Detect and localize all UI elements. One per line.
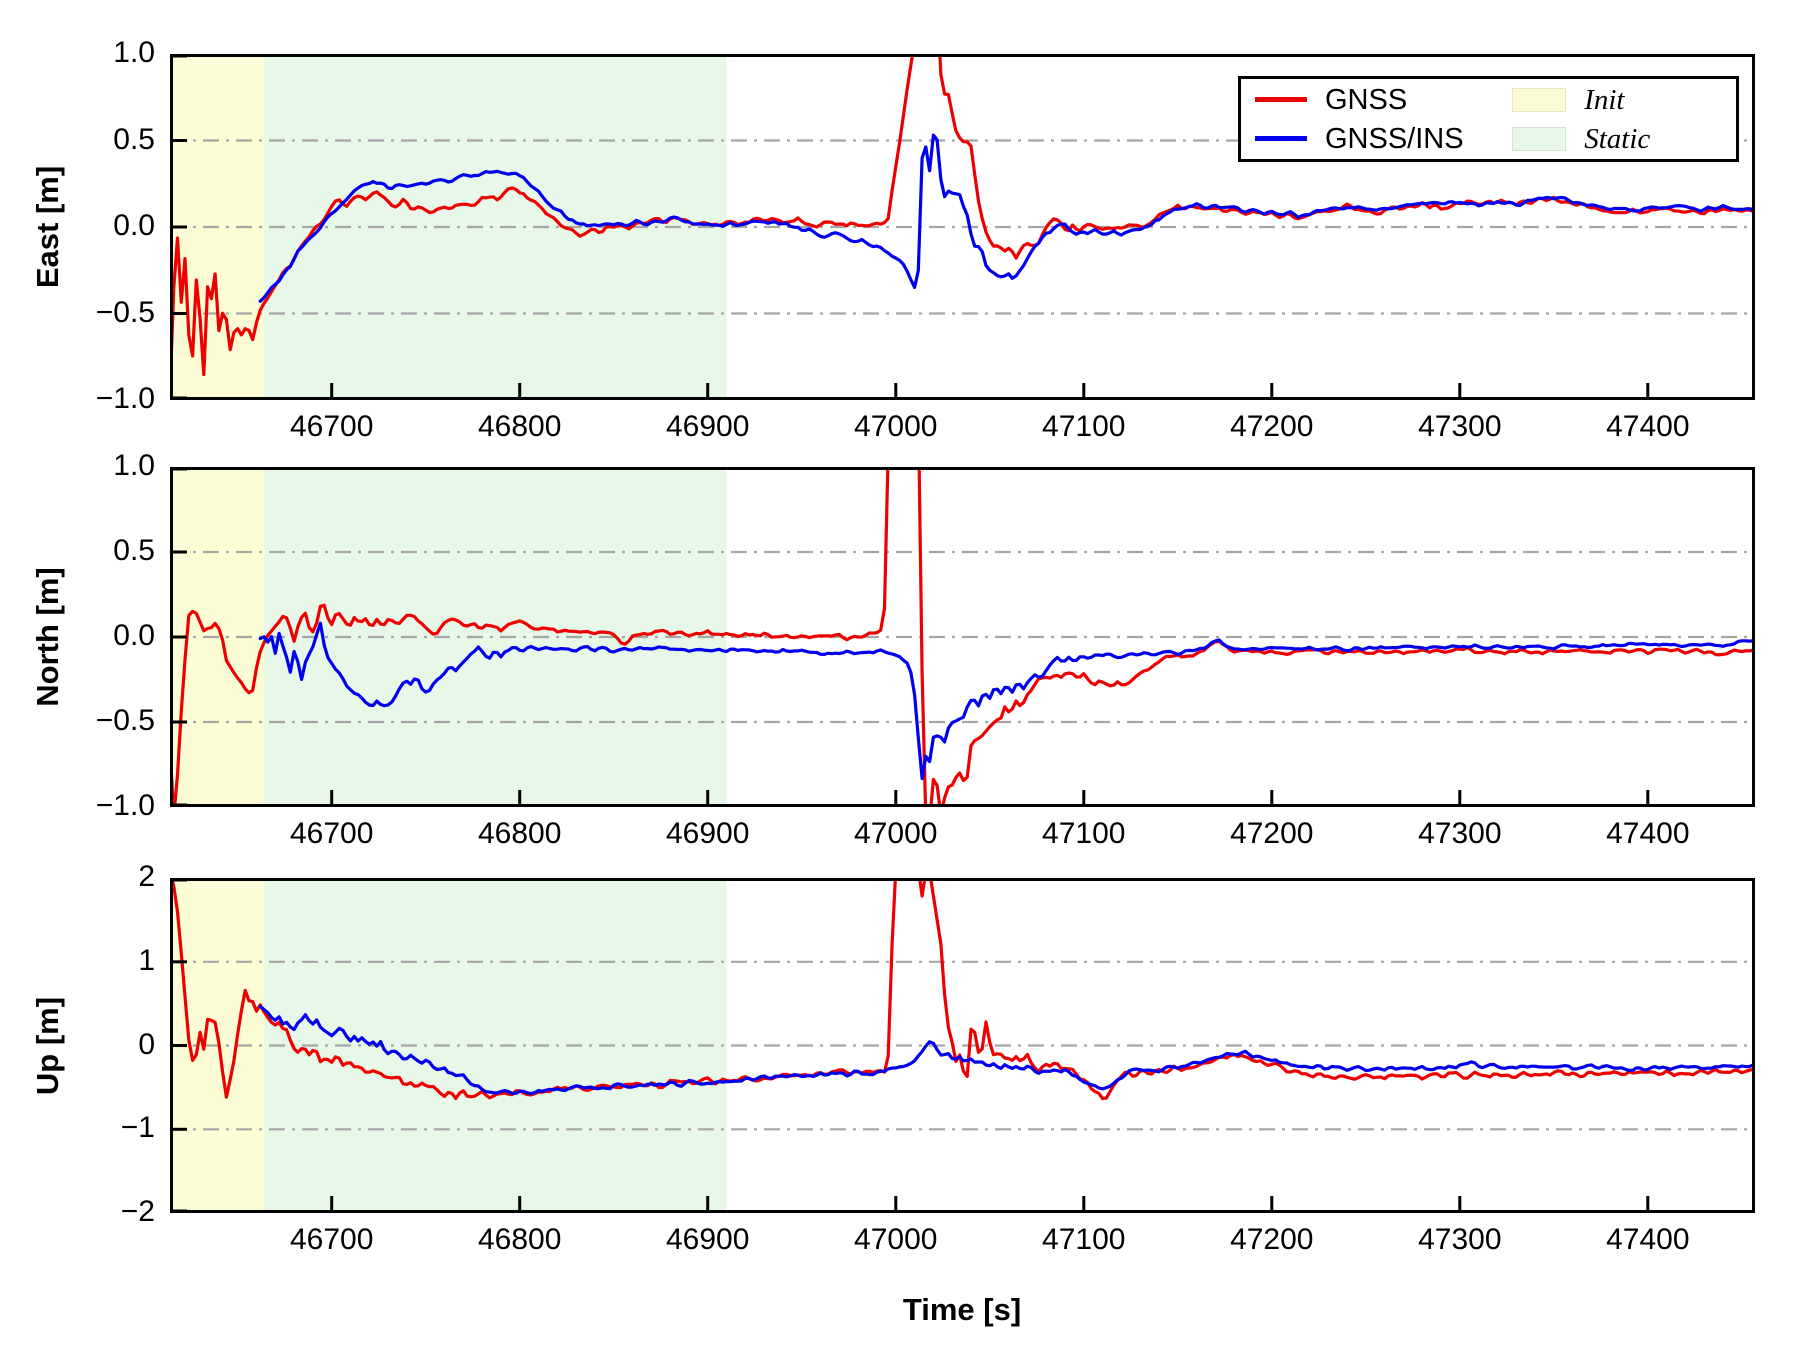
y-tick-label: 0.0 [113, 619, 155, 652]
y-tick-label: −1.0 [95, 789, 155, 822]
series-gnss-up [170, 878, 1755, 1101]
y-tick-label: 1.0 [113, 449, 155, 482]
axes-frame [170, 467, 1755, 807]
y-axis-title-east: East [m] [30, 165, 65, 289]
plot-area-east [170, 54, 1755, 400]
x-tick-label: 47200 [1230, 410, 1314, 443]
x-tick-label: 46700 [289, 817, 374, 850]
legend-label-init: Init [1584, 83, 1625, 116]
x-tick-label: 47200 [1230, 817, 1314, 850]
x-tick-label: 47000 [854, 817, 938, 850]
axes-frame [170, 54, 1755, 400]
legend-series-column: GNSS GNSS/INS [1255, 83, 1512, 155]
legend-label-gnss: GNSS [1325, 83, 1408, 116]
x-tick-label: 47100 [1042, 817, 1126, 850]
legend-region-column: Init Static [1512, 83, 1718, 155]
legend-line-swatch-gnss [1255, 97, 1307, 102]
legend-entry-gnss-ins: GNSS/INS [1255, 122, 1512, 155]
y-axis-title-north: North [m] [30, 567, 65, 707]
legend-patch-swatch-static [1512, 126, 1567, 151]
x-tick-label: 47300 [1418, 410, 1502, 443]
x-tick-label: 47000 [854, 1223, 938, 1256]
x-tick-label: 47100 [1042, 410, 1126, 443]
x-axis-title: Time [s] [902, 1292, 1022, 1327]
panel-east: 1.0 0.5 0.0 −0.5 −1.0 46700 46800 46900 47000 471… [30, 36, 1755, 443]
x-tick-label: 47100 [1042, 1223, 1126, 1256]
y-tick-label: 0.0 [113, 209, 155, 242]
x-tick-label: 46700 [289, 410, 374, 443]
x-tick-label: 47300 [1418, 817, 1502, 850]
x-tick-label: 47400 [1606, 817, 1690, 850]
x-tick-label: 47000 [854, 410, 938, 443]
legend-entry-static: Static [1512, 122, 1718, 155]
panel-north: 1.0 0.5 0.0 −0.5 −1.0 46700 46800 46900 47000 471… [30, 449, 1755, 850]
x-tick-label: 47400 [1606, 410, 1690, 443]
y-tick-label: 1 [138, 943, 155, 977]
series-gnss-ins-up [258, 1004, 1755, 1096]
legend-entry-gnss: GNSS [1255, 83, 1512, 116]
legend-line-swatch-gnss-ins [1255, 136, 1307, 141]
panel-up: 2 1 0 −1 −2 46700 46800 46900 47000 47100 47200 473… [30, 860, 1755, 1256]
series-gnss-north [170, 467, 1755, 807]
legend-patch-swatch-init [1512, 87, 1567, 112]
y-tick-label: −0.5 [95, 704, 155, 737]
x-tick-label: 47400 [1606, 1223, 1690, 1256]
y-axis-title-up: Up [m] [30, 996, 65, 1095]
series-gnss-ins-east [258, 133, 1755, 303]
x-tick-label: 47200 [1230, 1223, 1314, 1256]
plot-area-up [170, 878, 1755, 1213]
x-tick-label: 46900 [666, 1223, 750, 1256]
x-tick-label: 46900 [666, 817, 750, 850]
x-tick-label: 46800 [477, 1223, 562, 1256]
legend-entry-init: Init [1512, 83, 1718, 116]
x-tick-label: 46800 [477, 410, 562, 443]
y-tick-label: −0.5 [95, 295, 155, 329]
y-tick-label: 0.5 [113, 534, 155, 567]
y-tick-label: 0 [138, 1027, 155, 1061]
y-tick-label: 2 [138, 860, 155, 893]
y-tick-label: −1.0 [95, 382, 155, 415]
y-tick-label: 1.0 [113, 36, 155, 69]
series-gnss-ins-north [258, 621, 1755, 781]
x-tick-label: 46800 [477, 817, 562, 850]
plot-area-north [170, 467, 1755, 807]
y-tick-label: −1 [120, 1111, 155, 1145]
legend-label-static: Static [1584, 122, 1651, 155]
axes-frame [170, 878, 1755, 1213]
x-tick-label: 47300 [1418, 1223, 1502, 1256]
x-tick-label: 46700 [289, 1223, 374, 1256]
x-tick-label: 46900 [666, 410, 750, 443]
legend-label-gnss-ins: GNSS/INS [1325, 122, 1464, 155]
y-tick-label: 0.5 [113, 122, 155, 156]
y-tick-label: −2 [120, 1195, 155, 1228]
legend: GNSS GNSS/INS Init Static [1238, 76, 1739, 162]
